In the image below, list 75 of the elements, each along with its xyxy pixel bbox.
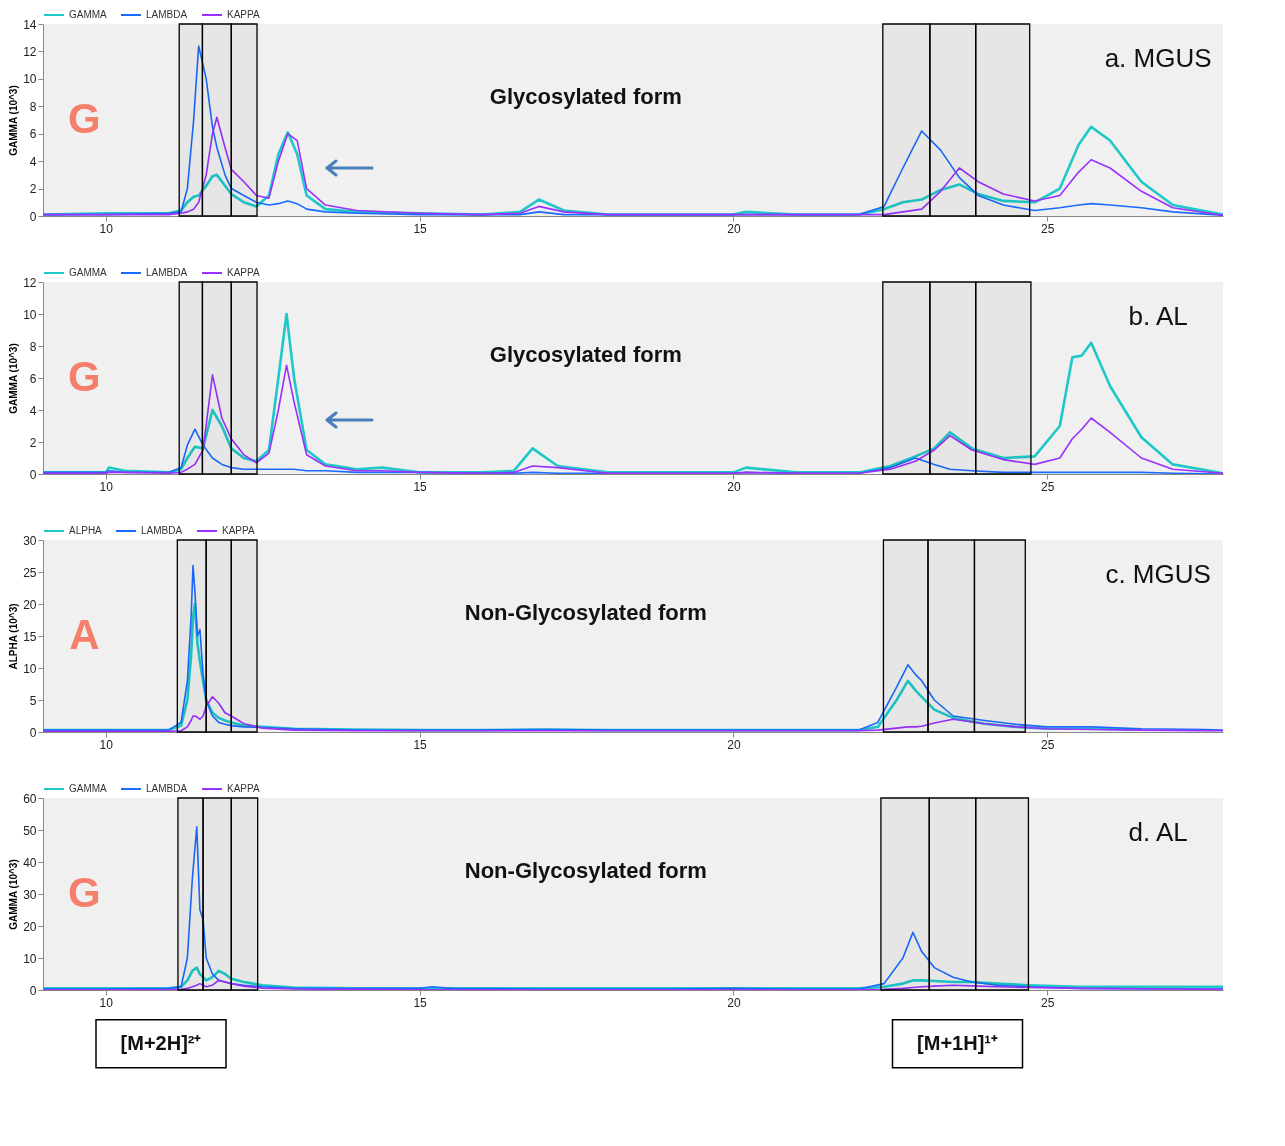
legend-label: KAPPA	[227, 267, 260, 278]
y-tick-label: 10	[23, 661, 37, 676]
x-tick-label: 20	[727, 221, 741, 236]
y-tick-label: 0	[29, 983, 37, 998]
legend-label: LAMBDA	[146, 9, 188, 20]
legend-label: KAPPA	[227, 9, 260, 20]
x-tick-label: 10	[99, 221, 114, 236]
legend-label: GAMMA	[69, 267, 108, 278]
annotation: Glycosylated form	[489, 83, 682, 109]
annotation: Non-Glycosylated form	[464, 599, 707, 625]
y-axis-title: ALPHA (10^3)	[8, 603, 20, 670]
y-tick-label: 15	[23, 629, 37, 644]
x-tick-label: 15	[413, 737, 428, 752]
y-tick-label: 30	[23, 533, 37, 548]
x-tick-label: 25	[1041, 995, 1055, 1010]
x-tick-label: 20	[727, 737, 741, 752]
y-tick-label: 8	[29, 99, 37, 114]
legend-label: GAMMA	[69, 9, 108, 20]
x-tick-label: 15	[413, 221, 428, 236]
y-tick-label: 6	[29, 371, 37, 386]
legend-label: KAPPA	[222, 525, 255, 536]
annotation: A	[69, 611, 100, 658]
annotation: b. AL	[1128, 300, 1188, 331]
y-tick-label: 12	[23, 275, 37, 290]
y-tick-label: 2	[29, 435, 37, 450]
annotation: G	[67, 869, 101, 916]
x-tick-label: 10	[99, 995, 114, 1010]
x-tick-label: 10	[99, 479, 114, 494]
legend-label: LAMBDA	[146, 267, 188, 278]
y-tick-label: 60	[23, 791, 37, 806]
x-tick-label: 15	[413, 995, 428, 1010]
x-tick-label: 15	[413, 479, 428, 494]
y-tick-label: 4	[29, 154, 37, 169]
y-tick-label: 4	[29, 403, 37, 418]
y-tick-label: 50	[23, 823, 37, 838]
annotation: d. AL	[1128, 816, 1188, 847]
y-tick-label: 0	[29, 725, 37, 740]
y-axis-title: GAMMA (10^3)	[8, 859, 20, 930]
y-tick-label: 10	[23, 307, 37, 322]
y-tick-label: 8	[29, 339, 37, 354]
x-tick-label: 25	[1041, 737, 1055, 752]
text: [M+1H]¹⁺	[917, 1031, 998, 1054]
y-tick-label: 6	[29, 127, 37, 142]
annotation: a. MGUS	[1104, 42, 1212, 73]
x-tick-label: 20	[727, 995, 741, 1010]
y-tick-label: 0	[29, 209, 37, 224]
x-tick-label: 20	[727, 479, 741, 494]
legend-label: LAMBDA	[146, 783, 188, 794]
legend-label: KAPPA	[227, 783, 260, 794]
x-tick-label: 25	[1041, 479, 1055, 494]
x-tick-label: 25	[1041, 221, 1055, 236]
y-tick-label: 2	[29, 182, 37, 197]
annotation: Non-Glycosylated form	[464, 857, 707, 883]
y-tick-label: 5	[29, 693, 37, 708]
y-tick-label: 30	[23, 887, 37, 902]
text: [M+2H]²⁺	[120, 1031, 202, 1054]
annotation: G	[67, 353, 101, 400]
y-tick-label: 12	[23, 44, 37, 59]
y-tick-label: 20	[23, 919, 37, 934]
y-axis-title: GAMMA (10^3)	[8, 343, 20, 414]
legend-label: ALPHA	[69, 525, 103, 536]
y-tick-label: 25	[23, 565, 37, 580]
annotation: c. MGUS	[1105, 558, 1211, 589]
y-tick-label: 10	[23, 951, 37, 966]
y-tick-label: 0	[29, 467, 37, 482]
annotation: G	[67, 95, 101, 142]
x-tick-label: 10	[99, 737, 114, 752]
legend-label: GAMMA	[69, 783, 108, 794]
y-tick-label: 14	[23, 17, 37, 32]
y-tick-label: 20	[23, 597, 37, 612]
annotation: Glycosylated form	[489, 341, 682, 367]
y-axis-title: GAMMA (10^3)	[8, 85, 20, 156]
legend-label: LAMBDA	[141, 525, 183, 536]
y-tick-label: 10	[23, 72, 37, 87]
y-tick-label: 40	[23, 855, 37, 870]
